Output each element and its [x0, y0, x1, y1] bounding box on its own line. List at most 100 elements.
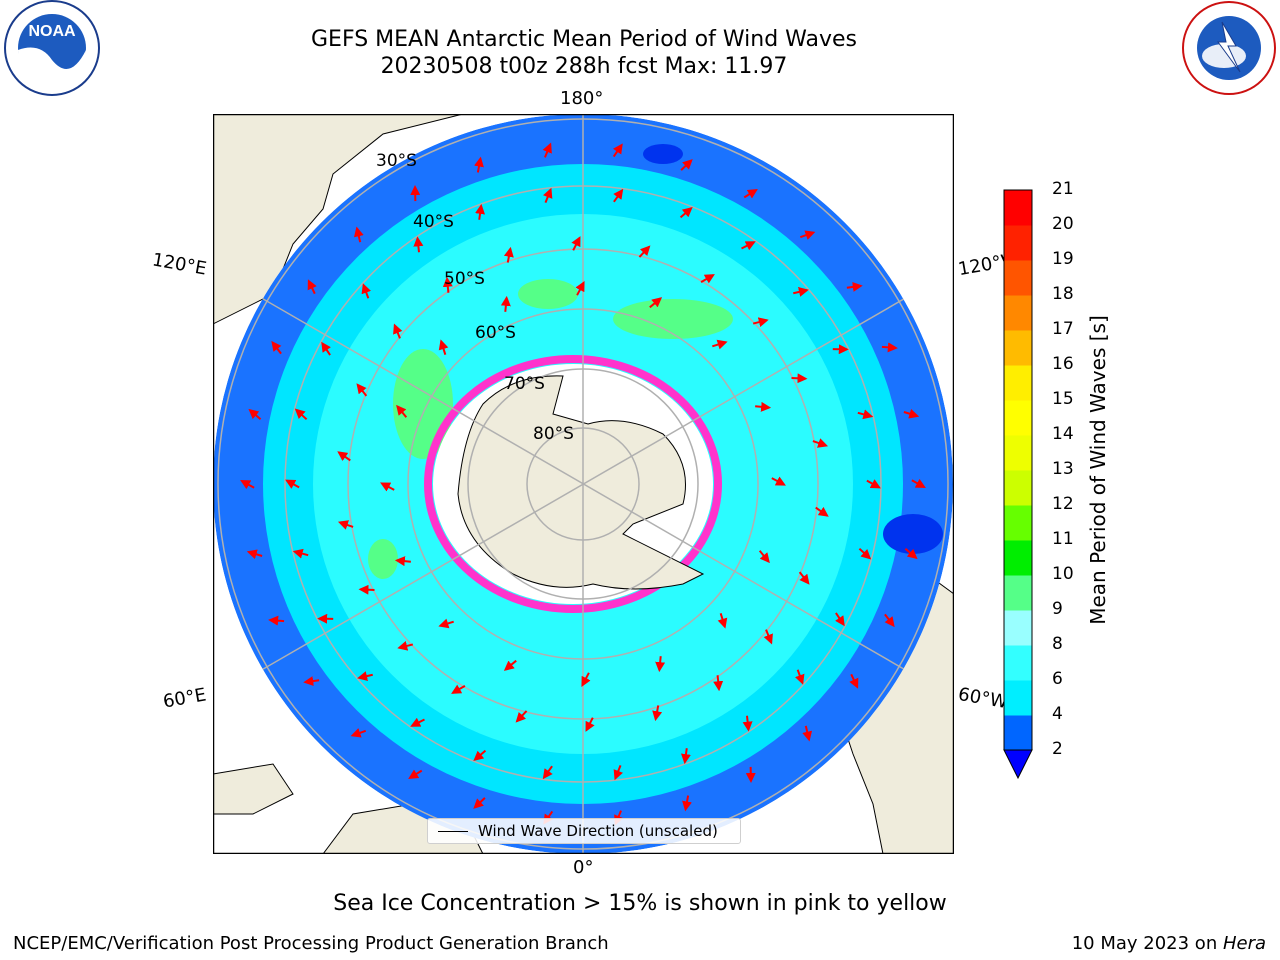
wind-wave-arrow [881, 342, 898, 353]
wind-wave-arrow [474, 156, 484, 173]
wind-wave-arrow [613, 188, 624, 203]
map-legend: Wind Wave Direction (unscaled) [427, 818, 741, 844]
wind-wave-arrow [571, 236, 581, 251]
map-title: GEFS MEAN Antarctic Mean Period of Wind … [311, 27, 857, 52]
colorbar-tick-label: 16 [1052, 354, 1074, 374]
wind-wave-arrow [858, 547, 872, 560]
wind-wave-arrow [904, 547, 918, 560]
wind-wave-arrow [575, 281, 585, 296]
colorbar-tick-label: 12 [1052, 494, 1074, 514]
wind-wave-arrow [473, 797, 486, 809]
lat-label-80s: 80°S [533, 424, 574, 444]
colorbar-tick-label: 2 [1052, 739, 1063, 759]
colorbar-segment [1004, 330, 1032, 366]
colorbar-segment [1004, 610, 1032, 646]
wind-wave-arrow [612, 143, 623, 158]
national-weather-service-logo [1182, 1, 1276, 95]
colorbar-tick-label: 13 [1052, 459, 1074, 479]
wind-wave-arrow [613, 765, 623, 781]
wind-wave-arrow [581, 672, 591, 687]
footer-date: 10 May 2023 on Hera [1072, 933, 1266, 954]
wind-wave-arrow [815, 506, 829, 517]
footer-host: Hera [1222, 933, 1266, 954]
lat-label-50s: 50°S [444, 269, 485, 289]
wind-wave-arrow [680, 159, 693, 171]
wind-wave-arrow [763, 629, 773, 645]
colorbar-tick-label: 19 [1052, 249, 1074, 269]
colorbar-segment [1004, 365, 1032, 401]
wind-wave-arrow [542, 765, 553, 780]
wind-wave-arrow [285, 479, 300, 489]
longitude-grid [213, 114, 953, 854]
lon-label-120e: 120°E [150, 249, 209, 280]
wind-wave-arrow [350, 728, 367, 738]
colorbar-segment [1004, 470, 1032, 506]
wind-wave-arrow [292, 548, 309, 559]
wind-wave-arrow [791, 373, 808, 384]
wind-wave-arrow [438, 339, 449, 355]
wind-wave-arrow [679, 206, 693, 219]
wind-wave-arrow [911, 478, 926, 488]
colorbar-tick-label: 11 [1052, 529, 1074, 549]
wind-wave-arrow [303, 676, 320, 687]
colorbar-segment [1004, 190, 1032, 226]
wind-wave-arrow [846, 281, 863, 292]
wind-wave-arrow [649, 297, 663, 309]
wind-wave-arrow [380, 482, 395, 492]
wind-wave-arrow [337, 520, 354, 530]
wind-wave-arrow [271, 340, 282, 355]
wind-wave-arrow [500, 295, 511, 312]
wind-wave-arrow [742, 715, 753, 732]
colorbar-tick-label: 15 [1052, 389, 1074, 409]
wind-wave-arrow [397, 641, 414, 651]
colorbar-segment [1004, 260, 1032, 296]
wind-wave-arrow [681, 748, 691, 765]
colorbar-tick-label: 18 [1052, 284, 1074, 304]
wind-wave-arrow [353, 226, 364, 243]
wind-wave-arrow [356, 383, 368, 397]
footer-credit: NCEP/EMC/Verification Post Processing Pr… [13, 933, 609, 954]
wind-wave-arrow [246, 549, 263, 560]
wind-wave-arrow [337, 451, 351, 462]
colorbar-segment [1004, 505, 1032, 541]
period-patch [368, 539, 398, 579]
lat-label-40s: 40°S [413, 212, 454, 232]
period-patch [613, 299, 733, 339]
wind-wave-arrow [812, 438, 829, 448]
colorbar-segment [1004, 225, 1032, 261]
colorbar [1003, 189, 1033, 780]
legend-label: Wind Wave Direction (unscaled) [478, 822, 718, 840]
colorbar-segment [1004, 295, 1032, 331]
lat-label-30s: 30°S [376, 151, 417, 171]
colorbar-tick-label: 6 [1052, 669, 1063, 689]
wind-wave-arrow [515, 710, 528, 723]
wind-wave-arrow [793, 287, 809, 297]
wind-wave-arrow [857, 409, 874, 420]
wind-wave-arrow [712, 339, 728, 350]
colorbar-segment [1004, 645, 1032, 681]
map-subtitle: 20230508 t00z 288h fcst Max: 11.97 [380, 54, 788, 79]
wind-wave-arrow [357, 671, 373, 681]
wind-wave-arrow [655, 656, 666, 673]
colorbar-tick-label: 20 [1052, 214, 1074, 234]
wind-wave-arrow [585, 717, 595, 732]
wind-wave-arrow [758, 550, 770, 564]
wind-wave-arrow [903, 408, 920, 419]
colorbar-tick-label: 14 [1052, 424, 1074, 444]
wind-wave-arrow [503, 246, 514, 263]
wind-wave-arrow [451, 684, 466, 694]
colorbar-segment [1004, 680, 1032, 716]
legend-line-sample [438, 831, 468, 832]
colorbar-tick-label: 4 [1052, 704, 1063, 724]
wind-wave-arrow [240, 480, 255, 490]
colorbar-tick-label: 21 [1052, 179, 1074, 199]
wind-wave-arrow [795, 669, 805, 685]
lat-label-70s: 70°S [504, 374, 545, 394]
australia-land [213, 114, 464, 325]
sea-ice-note: Sea Ice Concentration > 15% is shown in … [333, 891, 947, 916]
period-patch [643, 144, 683, 164]
wind-wave-arrow [743, 189, 758, 199]
wind-wave-arrow [717, 613, 728, 629]
wind-wave-arrow [866, 479, 881, 489]
colorbar-segment [1004, 575, 1032, 611]
